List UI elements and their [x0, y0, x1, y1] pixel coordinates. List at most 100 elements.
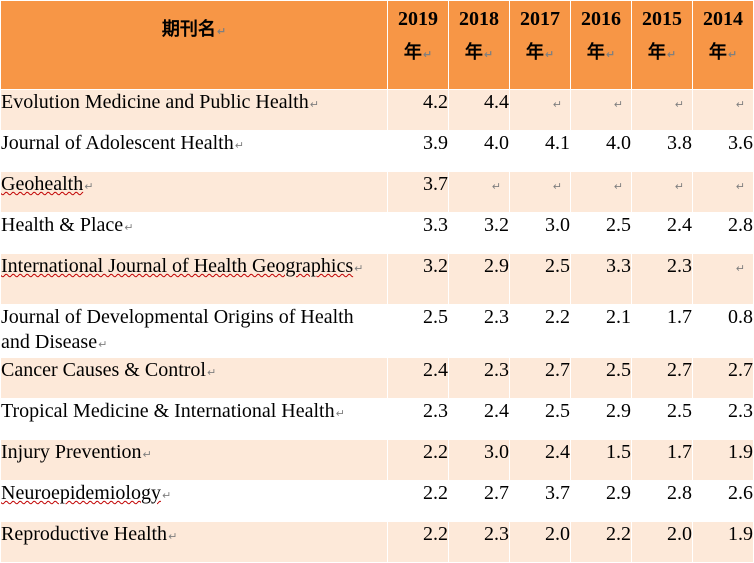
value-cell-2019: 3.2	[387, 253, 449, 305]
value-cell-2018: 4.4	[448, 89, 510, 131]
value-cell-2017: 3.7	[509, 480, 571, 522]
value-cell-2015: 2.4	[631, 212, 693, 254]
value-cell-2019: 2.3	[387, 398, 449, 440]
value-cell-2016: 2.5	[570, 212, 632, 254]
value-cell-2019: 4.2	[387, 89, 449, 131]
journal-name: Geohealth	[1, 173, 84, 195]
value-cell-2015: 1.7	[631, 439, 693, 481]
value-cell-2014: 2.7	[692, 357, 754, 399]
table-row: Cancer Causes & Control↵ 2.4 2.3 2.7 2.5 2.7 2…	[0, 357, 754, 399]
journal-name-cell: Journal of Developmental Origins of Heal…	[0, 304, 388, 358]
table-row: International Journal of Health Geograph…	[0, 253, 754, 305]
value-cell-2018: 3.2	[448, 212, 510, 254]
value-cell-2019: 3.9	[387, 130, 449, 172]
value-cell-2016: 2.1	[570, 304, 632, 358]
value-cell-2015: 3.8	[631, 130, 693, 172]
journal-name-cell: Geohealth↵	[0, 171, 388, 213]
value-cell-2014: ↵	[692, 253, 754, 305]
value-cell-2016: 2.9	[570, 398, 632, 440]
value-cell-2016: 2.2	[570, 521, 632, 563]
journal-name-cell: Evolution Medicine and Public Health↵	[0, 89, 388, 131]
value-cell-2015: 2.8	[631, 480, 693, 522]
journal-name: International Journal of Health Geograph…	[1, 255, 354, 277]
value-cell-2018: 2.7	[448, 480, 510, 522]
value-cell-2018: 2.9	[448, 253, 510, 305]
year-header-2017: 2017 年↵	[509, 0, 571, 90]
value-cell-2014: ↵	[692, 89, 754, 131]
journal-name-cell: Journal of Adolescent Health↵	[0, 130, 388, 172]
table-row: Neuroepidemiology↵ 2.2 2.7 3.7 2.9 2.8 2.6	[0, 480, 754, 522]
journal-name-cell: Neuroepidemiology↵	[0, 480, 388, 522]
value-cell-2014: 3.6	[692, 130, 754, 172]
value-cell-2017: 2.4	[509, 439, 571, 481]
value-cell-2015: ↵	[631, 89, 693, 131]
value-cell-2019: 2.2	[387, 480, 449, 522]
value-cell-2017: 4.1	[509, 130, 571, 172]
value-cell-2017: 2.2	[509, 304, 571, 358]
table-row: Health & Place↵ 3.3 3.2 3.0 2.5 2.4 2.8	[0, 212, 754, 254]
value-cell-2017: 2.5	[509, 398, 571, 440]
table-body: Evolution Medicine and Public Health↵ 4.2…	[0, 89, 754, 563]
journal-name: Cancer Causes & Control	[1, 359, 206, 381]
value-cell-2016: 4.0	[570, 130, 632, 172]
value-cell-2019: 2.4	[387, 357, 449, 399]
value-cell-2017: 2.7	[509, 357, 571, 399]
year-header-2016: 2016 年↵	[570, 0, 632, 90]
journal-name: Neuroepidemiology	[1, 482, 161, 504]
value-cell-2017: ↵	[509, 89, 571, 131]
value-cell-2018: 2.3	[448, 521, 510, 563]
table-row: Journal of Adolescent Health↵ 3.9 4.0 4.1 4.…	[0, 130, 754, 172]
journal-name-cell: Tropical Medicine & International Health…	[0, 398, 388, 440]
value-cell-2018: 2.4	[448, 398, 510, 440]
journal-name: Journal of Adolescent Health	[1, 132, 234, 154]
year-header-2014: 2014 年↵	[692, 0, 754, 90]
value-cell-2014: 2.8	[692, 212, 754, 254]
value-cell-2019: 3.3	[387, 212, 449, 254]
table-row: Journal of Developmental Origins of Heal…	[0, 304, 754, 358]
value-cell-2016: 2.5	[570, 357, 632, 399]
journal-name: Evolution Medicine and Public Health	[1, 91, 309, 113]
value-cell-2017: 3.0	[509, 212, 571, 254]
value-cell-2019: 2.2	[387, 439, 449, 481]
value-cell-2014: ↵	[692, 171, 754, 213]
value-cell-2019: 3.7	[387, 171, 449, 213]
year-header-2015: 2015 年↵	[631, 0, 693, 90]
value-cell-2015: 2.3	[631, 253, 693, 305]
value-cell-2016: ↵	[570, 171, 632, 213]
journal-name: Injury Prevention	[1, 441, 142, 463]
value-cell-2016: 1.5	[570, 439, 632, 481]
table-row: Reproductive Health↵ 2.2 2.3 2.0 2.2 2.0 1.9	[0, 521, 754, 563]
value-cell-2018: ↵	[448, 171, 510, 213]
value-cell-2019: 2.2	[387, 521, 449, 563]
value-cell-2019: 2.5	[387, 304, 449, 358]
journal-name-cell: Reproductive Health↵	[0, 521, 388, 563]
value-cell-2014: 1.9	[692, 521, 754, 563]
value-cell-2017: 2.0	[509, 521, 571, 563]
value-cell-2017: ↵	[509, 171, 571, 213]
value-cell-2015: ↵	[631, 171, 693, 213]
table-row: Tropical Medicine & International Health…	[0, 398, 754, 440]
journal-name-header: 期刊名↵	[0, 0, 388, 90]
journal-name-cell: International Journal of Health Geograph…	[0, 253, 388, 305]
value-cell-2014: 2.6	[692, 480, 754, 522]
table-row: Evolution Medicine and Public Health↵ 4.2…	[0, 89, 754, 131]
header-row: 期刊名↵ 2019 年↵ 2018 年↵ 2017 年↵ 2016 年↵ 2015 年↵ …	[0, 0, 754, 90]
value-cell-2015: 2.0	[631, 521, 693, 563]
journal-name-cell: Health & Place↵	[0, 212, 388, 254]
journal-name-cell: Cancer Causes & Control↵	[0, 357, 388, 399]
value-cell-2018: 4.0	[448, 130, 510, 172]
journal-name-cell: Injury Prevention↵	[0, 439, 388, 481]
value-cell-2017: 2.5	[509, 253, 571, 305]
value-cell-2016: ↵	[570, 89, 632, 131]
table-row: Geohealth↵ 3.7 ↵ ↵ ↵ ↵ ↵	[0, 171, 754, 213]
value-cell-2015: 2.5	[631, 398, 693, 440]
value-cell-2018: 2.3	[448, 357, 510, 399]
journal-name: Reproductive Health	[1, 523, 168, 545]
value-cell-2014: 0.8	[692, 304, 754, 358]
value-cell-2016: 3.3	[570, 253, 632, 305]
journal-name: Tropical Medicine & International Health	[1, 400, 335, 422]
journal-name: Health & Place	[1, 214, 124, 236]
value-cell-2018: 2.3	[448, 304, 510, 358]
value-cell-2016: 2.9	[570, 480, 632, 522]
